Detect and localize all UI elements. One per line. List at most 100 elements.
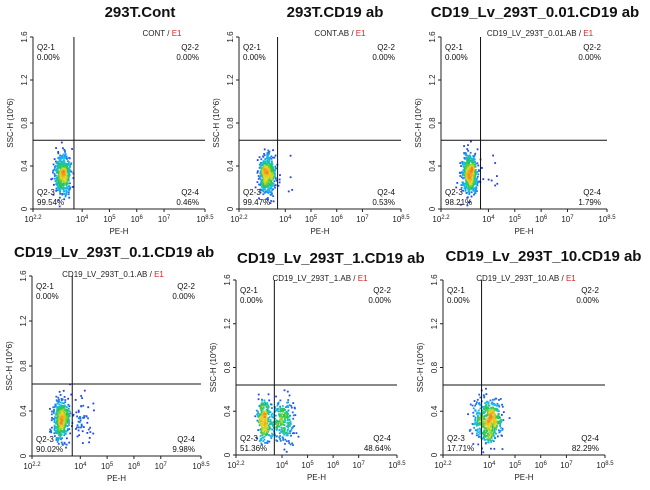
event-dot — [72, 414, 74, 417]
event-dot — [488, 429, 491, 432]
event-dot — [263, 169, 266, 171]
event-dot — [53, 435, 56, 437]
event-dot — [482, 415, 485, 418]
event-dot — [499, 429, 502, 432]
event-dot — [290, 404, 293, 407]
event-dot — [286, 404, 289, 407]
event-dot — [490, 179, 493, 182]
event-dot — [273, 180, 276, 183]
event-dot — [66, 170, 69, 173]
event-dot — [76, 424, 79, 427]
tick-base: 10 — [227, 461, 236, 470]
event-dot — [286, 401, 289, 404]
event-dot — [65, 183, 68, 186]
tick-exponent: 8.5 — [607, 215, 616, 221]
event-dot — [59, 187, 62, 190]
tick-exponent: 8.5 — [401, 215, 410, 221]
quadrant-name: Q2-4 — [377, 188, 395, 197]
event-dot — [64, 432, 67, 435]
quadrant-percent: 51.36% — [240, 444, 267, 453]
event-dot — [56, 441, 59, 443]
event-dot — [262, 440, 265, 442]
event-dot — [58, 189, 61, 191]
event-dot — [472, 157, 475, 159]
event-dot — [89, 426, 92, 429]
x-tick-label: 102.2 — [23, 462, 41, 471]
event-dot — [58, 205, 61, 208]
event-dot — [55, 187, 58, 190]
event-dot — [66, 174, 69, 177]
event-dot — [260, 443, 263, 446]
event-dot — [476, 180, 479, 183]
event-dot — [56, 428, 59, 431]
event-dot — [63, 160, 66, 163]
event-dot — [262, 164, 265, 166]
event-dot — [65, 155, 68, 158]
x-tick-label: 106 — [327, 461, 340, 470]
event-dot — [64, 399, 67, 401]
event-dot — [494, 184, 497, 187]
quadrant-name: Q2-2 — [583, 43, 601, 52]
event-dot — [470, 164, 473, 167]
event-dot — [259, 421, 262, 424]
event-dot — [261, 183, 264, 186]
event-dot — [279, 406, 282, 409]
event-dot — [481, 412, 484, 415]
event-dot — [260, 416, 262, 418]
event-dot — [501, 403, 503, 406]
event-dot — [260, 189, 263, 191]
event-dot — [60, 406, 63, 409]
event-dot — [483, 429, 486, 432]
event-dot — [483, 431, 486, 434]
event-dot — [282, 420, 285, 423]
event-dot — [271, 185, 274, 187]
event-dot — [474, 419, 476, 422]
quadrant-percent: 9.98% — [172, 445, 195, 454]
event-dot — [265, 441, 268, 444]
event-dot — [55, 395, 58, 398]
event-dot — [281, 416, 283, 419]
event-dot — [472, 160, 475, 163]
event-dot — [471, 187, 474, 190]
event-dot — [266, 409, 269, 412]
event-dot — [278, 178, 281, 181]
event-dot — [283, 428, 286, 430]
event-dot — [67, 424, 70, 426]
event-dot — [292, 444, 294, 446]
event-dot — [495, 426, 498, 428]
event-dot — [282, 427, 285, 430]
event-dot — [284, 417, 286, 419]
event-dot — [54, 165, 57, 168]
event-dot — [463, 145, 465, 148]
event-dot — [66, 167, 69, 170]
event-dot — [268, 152, 270, 155]
event-dot — [486, 413, 489, 416]
event-dot — [470, 195, 473, 198]
event-dot — [275, 179, 278, 182]
y-tick-label: 1.6 — [19, 270, 28, 282]
event-dot — [266, 408, 269, 410]
event-dot — [485, 401, 488, 404]
event-dot — [482, 425, 485, 428]
event-dot — [78, 421, 81, 424]
x-tick-label: 108.5 — [196, 215, 214, 224]
event-dot — [55, 430, 58, 433]
event-dot — [287, 418, 289, 421]
quadrant-percent: 0.00% — [578, 53, 601, 62]
event-dot — [282, 437, 285, 440]
tick-base: 10 — [535, 461, 544, 470]
event-dot — [66, 186, 69, 188]
event-dot — [279, 417, 282, 420]
event-dot — [274, 422, 277, 425]
event-dot — [469, 187, 472, 190]
event-dot — [55, 411, 58, 414]
event-dot — [491, 409, 494, 412]
event-dot — [59, 393, 62, 396]
event-dot — [61, 398, 64, 401]
tick-exponent: 7 — [569, 461, 573, 467]
event-dot — [282, 439, 285, 441]
event-dot — [254, 186, 257, 189]
event-dot — [472, 423, 474, 426]
event-dot — [278, 428, 281, 431]
